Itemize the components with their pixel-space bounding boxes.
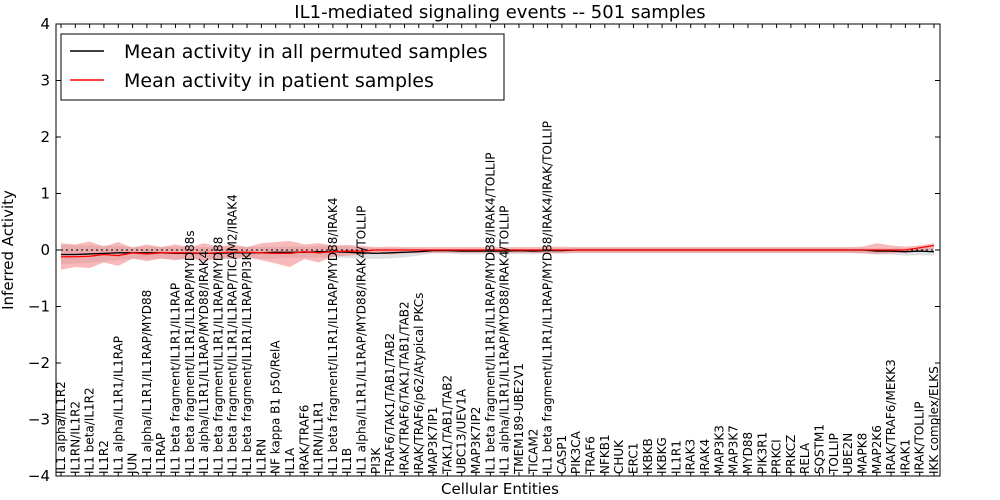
legend-label-permuted: Mean activity in all permuted samples — [124, 41, 487, 63]
x-category-label-11: IL1 beta fragment/IL1R1/IL1RAP/MYD88 — [211, 237, 225, 474]
y-tick-label-6: 2 — [40, 128, 50, 146]
y-tick-label-0: −4 — [28, 467, 50, 485]
x-category-label-36: PIK3CA — [569, 430, 583, 474]
x-category-label-7: IL1RAP — [154, 433, 168, 474]
x-category-label-10: IL1 alpha/IL1R1/IL1RAP/MYD88/IRAK4 — [197, 251, 211, 474]
x-category-label-19: IL1 beta fragment/IL1R1/IL1RAP/MYD88/IRA… — [326, 197, 340, 474]
x-category-label-6: IL1 alpha/IL1R1/IL1RAP/MYD88 — [140, 290, 154, 474]
x-category-label-22: PI3K — [369, 447, 383, 474]
x-category-label-25: IRAK/TRAF6/p62/Atypical PKCs — [412, 293, 426, 474]
x-category-label-58: IRAK/TRAF6/MEKK3 — [884, 359, 898, 474]
plot-frame — [55, 23, 941, 477]
x-category-label-4: IL1 alpha/IL1R1/IL1RAP — [111, 336, 125, 474]
x-category-label-18: IL1RN/IL1R1 — [312, 401, 326, 474]
band-series-1 — [61, 240, 934, 270]
x-category-label-39: CHUK — [612, 439, 626, 474]
x-category-label-26: MAP3K7IP1 — [426, 407, 440, 474]
x-category-label-8: IL1 beta fragment/IL1R1/IL1RAP — [168, 283, 182, 474]
x-category-label-29: MAP3K7IP2 — [469, 407, 483, 474]
x-category-label-34: IL1 beta fragment/IL1R1/IL1RAP/MYD88/IRA… — [541, 121, 555, 474]
x-category-label-13: IL1 beta fragment/IL1R1/IL1RAP/PI3K — [240, 251, 254, 474]
legend-box — [60, 33, 505, 101]
x-category-label-54: TOLLIP — [827, 433, 841, 475]
x-category-label-52: RELA — [798, 442, 812, 474]
x-category-label-51: PRKCZ — [784, 435, 798, 474]
series-lines — [61, 244, 935, 258]
x-category-label-33: TICAM2 — [526, 429, 540, 475]
x-category-label-46: MAP3K3 — [712, 425, 726, 474]
x-category-label-3: IL1R2 — [97, 440, 111, 474]
x-category-label-53: SQSTM1 — [813, 424, 827, 474]
y-tick-label-1: −3 — [28, 411, 50, 429]
x-category-label-35: CASP1 — [555, 435, 569, 474]
legend-label-patient: Mean activity in patient samples — [124, 70, 434, 92]
x-category-label-40: ERC1 — [626, 443, 640, 474]
x-category-label-37: TRAF6 — [584, 436, 598, 475]
legend: Mean activity in all permuted samples Me… — [60, 33, 505, 101]
x-category-label-21: IL1 alpha/IL1R1/IL1RAP/MYD88/IRAK4/TOLLI… — [355, 206, 369, 474]
x-category-label-14: IL1RN — [254, 439, 268, 474]
x-category-label-1: IL1RN/IL1R2 — [68, 401, 82, 474]
y-axis-label: Inferred Activity — [0, 190, 17, 310]
x-category-label-2: IL1 beta/IL1R2 — [83, 387, 97, 474]
x-category-label-60: IRAK/TOLLIP — [913, 402, 927, 474]
x-category-label-57: MAP2K6 — [870, 425, 884, 474]
x-category-label-28: UBC13/UEV1A — [455, 388, 469, 474]
x-category-label-16: IL1A — [283, 447, 297, 474]
x-category-label-61: IKK complex/ELKS — [927, 366, 941, 474]
x-category-label-41: IKBKB — [641, 438, 655, 474]
x-category-label-56: MAPK8 — [855, 433, 869, 474]
x-category-label-50: PRKCI — [770, 439, 784, 474]
x-category-label-44: IRAK3 — [684, 439, 698, 474]
x-category-label-20: IL1B — [340, 448, 354, 474]
y-tick-label-7: 3 — [40, 72, 50, 90]
y-tick-label-3: −1 — [28, 298, 50, 316]
x-category-label-23: TRAF6/TAK1/TAB1/TAB2 — [383, 333, 397, 475]
x-axis-category-labels: IL1 alpha/IL1R2 IL1RN/IL1R2 IL1 beta/IL1R2… — [54, 24, 941, 476]
x-category-label-38: NFKB1 — [598, 434, 612, 474]
x-category-label-12: IL1 beta fragment/IL1R1/IL1RAP/TICAM2/IR… — [226, 194, 240, 474]
x-category-label-49: PIK3R1 — [755, 432, 769, 474]
x-category-label-30: IL1 beta fragment/IL1R1/IL1RAP/MYD88/IRA… — [483, 153, 497, 474]
x-category-label-48: MYD88 — [741, 432, 755, 474]
x-category-label-43: IL1R1 — [669, 440, 683, 474]
chart-title: IL1-mediated signaling events -- 501 sam… — [294, 2, 705, 23]
x-category-label-24: IRAK/TRAF6/TAK1/TAB1/TAB2 — [397, 301, 411, 474]
y-tick-label-8: 4 — [40, 15, 50, 33]
x-category-label-9: IL1 beta fragment/IL1R1/IL1RAP/MYD88s — [183, 230, 197, 474]
x-category-label-15: NF kappa B1 p50/RelA — [269, 340, 283, 474]
x-category-label-55: UBE2N — [841, 433, 855, 474]
x-category-label-42: IKBKG — [655, 437, 669, 474]
x-category-label-32: TMEM189-UBE2V1 — [512, 363, 526, 475]
x-category-label-47: MAP3K7 — [727, 425, 741, 474]
x-category-label-27: TAK1/TAB1/TAB2 — [440, 375, 454, 475]
x-category-label-45: IRAK4 — [698, 439, 712, 474]
y-tick-label-5: 1 — [40, 185, 50, 203]
series-line-1 — [61, 244, 935, 258]
y-axis-ticks: −4 −3 −2 −1 0 1 2 3 4 — [28, 15, 940, 485]
x-category-label-5: JUN — [126, 453, 140, 475]
x-axis-label: Cellular Entities — [441, 480, 559, 498]
y-tick-label-4: 0 — [40, 241, 50, 259]
y-tick-label-2: −2 — [28, 354, 50, 372]
x-category-label-17: IRAK/TRAF6 — [297, 405, 311, 474]
x-category-label-0: IL1 alpha/IL1R2 — [54, 381, 68, 474]
x-category-label-31: IL1 alpha/IL1R1/IL1RAP/MYD88/IRAK4/TOLLI… — [498, 206, 512, 474]
x-category-label-59: IRAK1 — [898, 439, 912, 474]
